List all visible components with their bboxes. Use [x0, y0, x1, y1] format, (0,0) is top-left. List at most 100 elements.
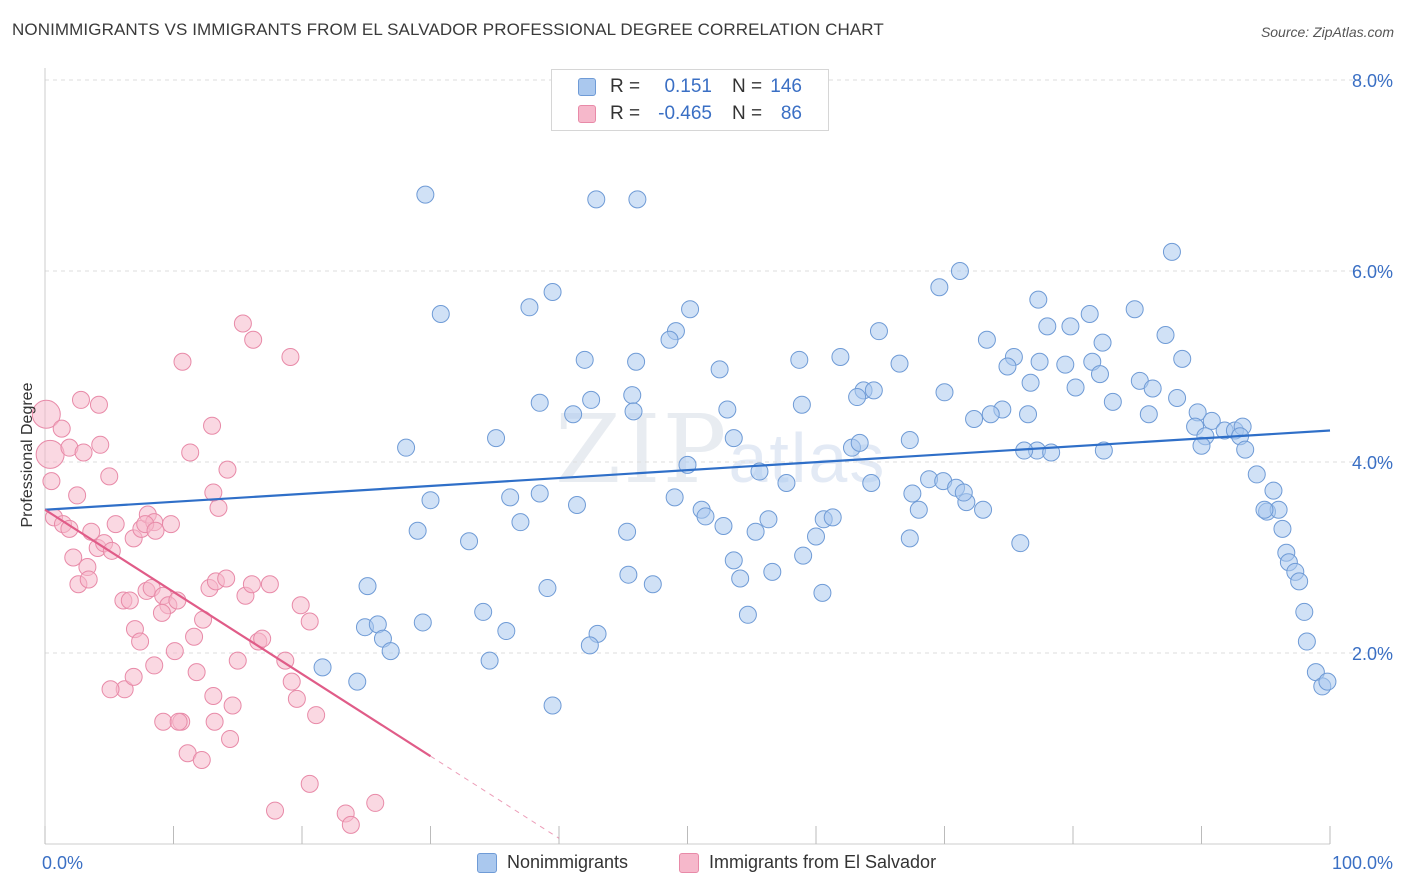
- nonimmigrant-point: [1318, 672, 1337, 691]
- nonimmigrant-point: [580, 636, 599, 655]
- legend-n-value: 86: [780, 103, 802, 124]
- immigrant-point: [204, 483, 223, 502]
- bottom-legend-label: Immigrants from El Salvador: [709, 852, 937, 872]
- legend-r-value: -0.465: [658, 103, 712, 124]
- immigrant-point: [187, 663, 206, 682]
- legend-swatch-pink: [578, 105, 596, 123]
- nonimmigrant-point: [714, 516, 733, 535]
- nonimmigrant-point: [643, 575, 662, 594]
- nonimmigrant-point: [738, 605, 757, 624]
- immigrant-point: [146, 521, 165, 540]
- nonimmigrant-point: [696, 507, 715, 526]
- immigrant-point: [291, 596, 310, 615]
- nonimmigrant-point: [900, 529, 919, 548]
- nonimmigrant-point: [1093, 333, 1112, 352]
- immigrant-point: [204, 686, 223, 705]
- nonimmigrant-point: [724, 429, 743, 448]
- nonimmigrant-trendline: [44, 429, 1331, 511]
- immigrant-point: [203, 416, 222, 435]
- nonimmigrant-point: [890, 354, 909, 373]
- nonimmigrant-point: [1297, 632, 1316, 651]
- nonimmigrant-point: [731, 569, 750, 588]
- nonimmigrant-point: [954, 483, 973, 502]
- immigrant-point: [120, 591, 139, 610]
- legend-n-label: N =: [732, 76, 763, 97]
- nonimmigrant-point: [1011, 534, 1030, 553]
- y-axis-label: Professional Degree: [19, 382, 36, 528]
- nonimmigrant-point: [1290, 572, 1309, 591]
- immigrant-point: [52, 419, 71, 438]
- legend-n-value: 146: [770, 76, 802, 97]
- nonimmigrant-point: [421, 491, 440, 510]
- source-label: Source: ZipAtlas.com: [1260, 24, 1394, 40]
- bottom-legend-immigrants: Immigrants from El Salvador: [679, 852, 936, 873]
- immigrant-point: [260, 575, 279, 594]
- nonimmigrant-point: [981, 405, 1000, 424]
- nonimmigrant-point: [1139, 405, 1158, 424]
- immigrant-point: [91, 435, 110, 454]
- nonimmigrant-point: [807, 527, 825, 546]
- nonimmigrant-point: [397, 438, 416, 457]
- nonimmigrant-point: [848, 388, 867, 407]
- chart-title: NONIMMIGRANTS VS IMMIGRANTS FROM EL SALV…: [12, 20, 884, 39]
- nonimmigrant-point: [619, 565, 638, 584]
- immigrant-point: [228, 651, 247, 670]
- nonimmigrant-point: [710, 360, 729, 379]
- y-tick-label: 4.0%: [1352, 453, 1393, 473]
- nonimmigrant-point: [862, 474, 881, 493]
- immigrant-point: [192, 750, 211, 769]
- nonimmigrant-point: [1030, 352, 1049, 371]
- immigrant-point: [307, 706, 326, 725]
- nonimmigrant-point: [665, 488, 684, 507]
- nonimmigrant-point: [1021, 373, 1040, 392]
- nonimmigrant-point: [1019, 405, 1038, 424]
- nonimmigrant-point: [1264, 481, 1283, 500]
- immigrant-point: [221, 729, 240, 748]
- nonimmigrant-point: [624, 402, 643, 421]
- nonimmigrant-point: [909, 500, 928, 519]
- y-tick-label: 8.0%: [1352, 71, 1393, 91]
- nonimmigrant-point: [627, 352, 646, 371]
- nonimmigrant-point: [1090, 365, 1109, 384]
- nonimmigrant-point: [1080, 304, 1099, 323]
- immigrant-point: [31, 399, 61, 429]
- immigrant-point: [341, 815, 360, 834]
- legend-r-value: 0.151: [664, 76, 712, 97]
- nonimmigrant-point: [864, 381, 883, 400]
- nonimmigrant-point: [718, 400, 737, 419]
- immigrant-point: [74, 443, 93, 462]
- nonimmigrant-point: [1168, 389, 1187, 408]
- immigrant-point: [101, 680, 120, 699]
- y-tick-label: 6.0%: [1352, 262, 1393, 282]
- nonimmigrant-point: [381, 642, 400, 661]
- nonimmigrant-point: [974, 500, 993, 519]
- nonimmigrant-point: [965, 410, 984, 429]
- bottom-legend-nonimmigrants: Nonimmigrants: [477, 852, 628, 873]
- immigrant-point: [233, 314, 252, 333]
- nonimmigrant-point: [1056, 355, 1075, 374]
- nonimmigrant-point: [543, 696, 562, 715]
- nonimmigrant-point: [1236, 440, 1255, 459]
- legend-row-immigrants: R = -0.465 N = 86: [552, 101, 828, 127]
- immigrant-point: [169, 712, 188, 731]
- nonimmigrant-point: [1202, 411, 1221, 430]
- immigrant-point: [209, 498, 228, 517]
- nonimmigrant-point: [564, 405, 583, 424]
- nonimmigrant-point: [1066, 378, 1085, 397]
- immigrant-point: [71, 390, 90, 409]
- nonimmigrant-point: [790, 350, 809, 369]
- nonimmigrant-point: [1247, 465, 1266, 484]
- immigrant-point: [218, 460, 237, 479]
- immigrant-point: [173, 352, 192, 371]
- x-tick-label: 100.0%: [1332, 853, 1393, 873]
- nonimmigrant-point: [416, 185, 435, 204]
- immigrant-point: [124, 667, 143, 686]
- immigrant-point: [152, 603, 171, 622]
- nonimmigrant-point: [813, 583, 832, 602]
- nonimmigrant-point: [792, 395, 811, 414]
- immigrant-trendline: [44, 508, 432, 758]
- nonimmigrant-point: [777, 474, 796, 493]
- nonimmigrant-point: [543, 283, 562, 302]
- immigrant-point: [154, 712, 173, 731]
